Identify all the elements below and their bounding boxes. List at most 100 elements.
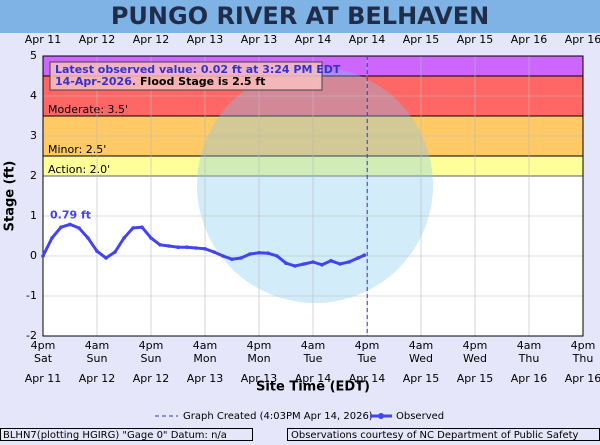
x-tick-label: Thu [518,352,540,365]
point [362,253,367,257]
point [77,226,81,230]
point [212,250,216,254]
point [239,256,243,260]
x-tick-label: 4am [193,339,217,352]
watermark [197,67,433,303]
point [311,260,315,264]
point [338,262,342,266]
point [95,249,99,253]
x-tick-label: Apr 14 [349,372,386,385]
point [257,251,261,255]
legend-label: Graph Created (4:03PM Apr 14, 2026) [183,411,373,422]
point [284,261,288,266]
x-top-label: Apr 14 [349,33,386,46]
point [113,250,117,254]
x-tick-label: Mon [247,352,270,365]
x-tick-label: Thu [572,352,594,365]
point [347,260,351,264]
annotation: Latest observed value: 0.02 ft at 3:24 P… [55,63,341,76]
point [230,257,234,262]
x-top-label: Apr 16 [511,33,548,46]
y-tick-label: 3 [30,129,37,142]
flood-label: Minor: 2.5' [48,143,106,156]
point [131,226,135,230]
point [302,262,306,266]
x-top-label: Apr 16 [565,33,600,46]
chart-title: PUNGO RIVER AT BELHAVEN [111,2,489,30]
value-label: 0.79 ft [50,208,91,221]
flood-label: Action: 2.0' [48,163,110,176]
point [122,236,126,240]
point [320,263,324,267]
x-tick-label: Apr 13 [241,372,278,385]
point [104,256,108,260]
point [221,254,225,258]
x-axis-label: Site Time (EDT) [256,380,370,395]
x-tick-label: 4pm [463,339,488,352]
x-top-label: Apr 15 [457,33,494,46]
y-tick-label: 0 [30,249,37,262]
annotation-date: 14-Apr-2026. [55,75,136,88]
point [329,259,333,263]
point [59,225,63,229]
y-tick-label: 1 [30,209,37,222]
annotation-flood: Flood Stage is 2.5 ft [140,75,265,88]
title-bar [0,0,600,33]
point [167,244,171,248]
point [149,236,153,240]
point [356,256,360,260]
x-tick-label: Wed [409,352,433,365]
x-top-label: Apr 13 [241,33,278,46]
x-tick-label: Wed [463,352,487,365]
point [203,247,207,251]
x-tick-label: Apr 13 [187,372,224,385]
x-tick-label: 4am [85,339,109,352]
x-tick-label: Sat [34,352,53,365]
y-axis-label: Stage (ft) [3,161,18,232]
x-tick-label: Apr 14 [295,372,332,385]
annotation: 14-Apr-2026. Flood Stage is 2.5 ft [55,75,265,88]
x-tick-label: Apr 11 [25,372,62,385]
point [68,222,72,227]
x-tick-label: 4pm [139,339,164,352]
point [293,264,297,268]
x-top-label: Apr 11 [25,33,62,46]
y-tick-label: 5 [30,49,37,62]
point [86,236,90,240]
x-top-label: Apr 12 [133,33,170,46]
y-tick-label: -2 [26,329,37,342]
y-tick-label: -1 [26,289,37,302]
y-tick-label: 2 [30,169,37,182]
legend-label: Observed [396,411,444,422]
x-top-label: Apr 15 [403,33,440,46]
point [41,254,45,258]
point [275,254,279,258]
x-top-label: Apr 14 [295,33,332,46]
footer-left: BLHN7(plotting HGIRG) "Gage 0" Datum: n/… [3,430,227,441]
x-tick-label: Sun [87,352,108,365]
x-tick-label: 4pm [355,339,380,352]
x-top-label: Apr 13 [187,33,224,46]
x-tick-label: 4pm [571,339,596,352]
x-top-label: Apr 12 [79,33,116,46]
plot-border [42,55,584,337]
x-tick-label: 4am [301,339,325,352]
x-tick-label: Apr 15 [403,372,440,385]
x-tick-label: 4pm [247,339,272,352]
x-tick-label: Apr 16 [511,372,548,385]
annotation-box [49,61,323,91]
point [158,243,162,247]
point [248,252,252,256]
point [185,245,189,249]
x-tick-label: Apr 12 [79,372,116,385]
x-tick-label: Sun [141,352,162,365]
footer-right: Observations courtesy of NC Department o… [291,430,579,441]
x-tick-label: Apr 16 [565,372,600,385]
x-tick-label: Tue [357,352,377,365]
point [140,225,144,229]
point [176,245,180,249]
x-tick-label: 4am [409,339,433,352]
y-tick-label: 4 [30,89,37,102]
legend-marker [378,413,384,419]
